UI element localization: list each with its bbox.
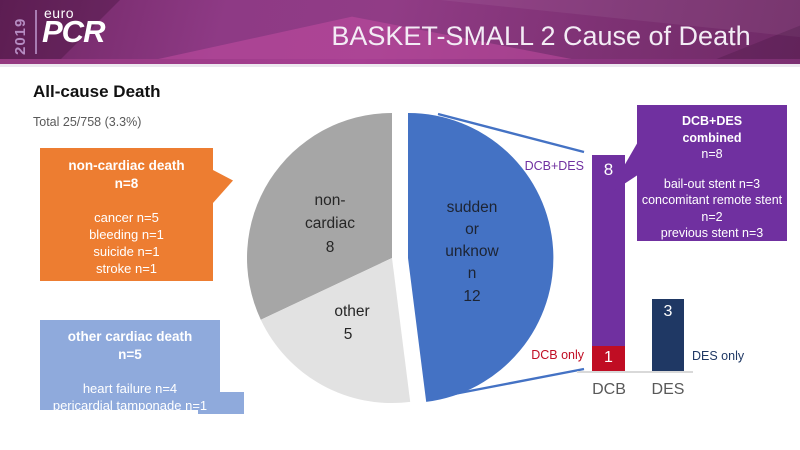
header-banner: 2019 euro PCR BASKET-SMALL 2 Cause of De… bbox=[0, 0, 800, 67]
callout-line: previous stent n=3 bbox=[660, 226, 764, 240]
pie-slice-sudden-unknown bbox=[408, 112, 554, 402]
dcb-des-combined-callout: DCB+DES combined n=8 bail-out stent n=3 … bbox=[637, 105, 787, 241]
bar-value-des-only: 3 bbox=[663, 303, 673, 320]
callout-title: DCB+DES bbox=[681, 114, 743, 128]
callout-line: stroke n=1 bbox=[95, 261, 158, 277]
pie-slice-other bbox=[260, 258, 411, 404]
pie-to-bar-connector-bottom bbox=[427, 367, 585, 401]
pie-label-line: n bbox=[468, 265, 477, 282]
europcr-logo-pcr: PCR bbox=[42, 14, 105, 49]
other-cardiac-death-callout: other cardiac death n=5 heart failure n=… bbox=[40, 320, 220, 413]
callout-line: cancer n=5 bbox=[94, 209, 159, 225]
pie-label-line: 8 bbox=[326, 239, 335, 256]
europcr-year-label: 2019 bbox=[12, 17, 29, 55]
spacer bbox=[40, 193, 213, 209]
slide-title: BASKET-SMALL 2 Cause of Death bbox=[331, 21, 751, 51]
logo-separator bbox=[35, 10, 37, 54]
bar-value-dcb-des: 8 bbox=[603, 160, 614, 179]
pie-label-other: other 5 bbox=[334, 303, 369, 343]
series-label-des-only: DES only bbox=[692, 349, 745, 363]
callout-line: heart failure n=4 bbox=[82, 380, 178, 396]
header-bottom-strip bbox=[0, 59, 800, 64]
pie-label-line: non- bbox=[314, 192, 345, 209]
total-count-text: Total 25/758 (3.3%) bbox=[33, 115, 142, 129]
x-axis-label-dcb: DCB bbox=[592, 381, 626, 398]
callout-line: pericardial tamponade n=1 bbox=[52, 397, 208, 413]
callout-n: n=5 bbox=[118, 346, 142, 362]
non-cardiac-death-callout: non-cardiac death n=8 cancer n=5 bleedin… bbox=[40, 148, 213, 281]
callout-n: n=8 bbox=[701, 147, 723, 161]
cause-of-death-pie-chart: non- cardiac 8 other 5 sudden or unknow … bbox=[247, 112, 585, 404]
pie-label-line: or bbox=[465, 221, 479, 238]
spacer bbox=[637, 163, 787, 176]
callout-title: non-cardiac death bbox=[68, 158, 185, 173]
callout-n: n=8 bbox=[114, 175, 139, 191]
pie-label-line: unknow bbox=[445, 243, 499, 260]
callout-line: concomitant remote stent n=2 bbox=[641, 193, 783, 224]
callout-line: bail-out stent n=3 bbox=[663, 176, 761, 191]
pie-label-sudden-unknown: sudden or unknow n 12 bbox=[445, 199, 499, 305]
x-axis-label-des: DES bbox=[651, 381, 685, 398]
callout-line: bleeding n=1 bbox=[89, 226, 164, 242]
bar-dcb-only-segment bbox=[592, 346, 625, 371]
callout-title: combined bbox=[682, 130, 742, 145]
callout-line: suicide n=1 bbox=[93, 243, 160, 259]
pie-label-line: other bbox=[334, 303, 369, 320]
spacer bbox=[40, 364, 220, 380]
bar-value-dcb-only: 1 bbox=[604, 349, 613, 366]
pie-label-line: sudden bbox=[447, 199, 498, 216]
pie-label-line: 5 bbox=[344, 326, 353, 343]
non-cardiac-callout-pointer bbox=[213, 170, 233, 203]
section-heading: All-cause Death bbox=[33, 82, 161, 101]
pie-label-line: 12 bbox=[463, 288, 480, 305]
pie-label-line: cardiac bbox=[305, 215, 355, 232]
pie-to-bar-connector-top bbox=[437, 112, 585, 154]
callout-title: other cardiac death bbox=[67, 329, 193, 344]
bar-chart-baseline bbox=[577, 371, 693, 373]
europcr-logo-euro: euro bbox=[44, 5, 75, 21]
series-label-dcb-only: DCB only bbox=[531, 348, 584, 362]
pie-label-non-cardiac: non- cardiac 8 bbox=[305, 192, 355, 256]
pie-slice-non-cardiac bbox=[247, 113, 392, 320]
bar-des-only-segment bbox=[652, 299, 684, 371]
series-label-dcb-des: DCB+DES bbox=[524, 159, 584, 173]
